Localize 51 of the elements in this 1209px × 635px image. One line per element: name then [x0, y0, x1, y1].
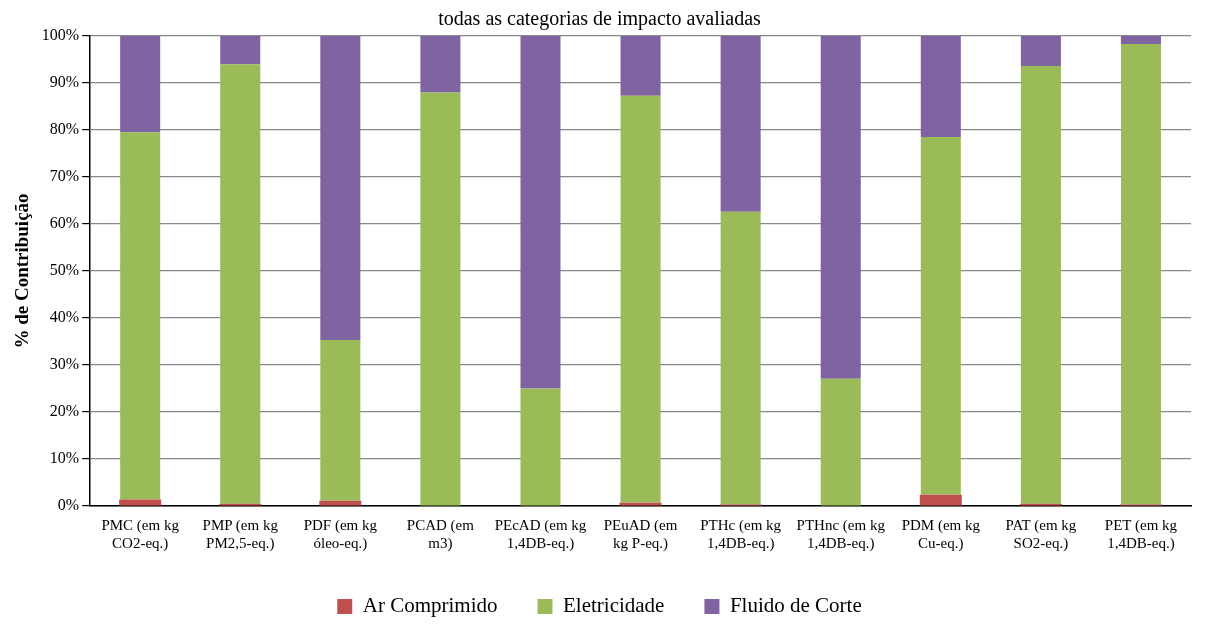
bar — [919, 494, 962, 506]
bar — [920, 137, 961, 495]
x-tick-label: PEuAD (em kg P-eq.) — [603, 516, 678, 552]
y-tick-label: 60% — [49, 214, 80, 232]
bar — [420, 92, 461, 506]
bar — [720, 211, 761, 505]
bar — [1120, 43, 1161, 505]
y-tick-label: 80% — [49, 120, 80, 138]
bar — [1120, 36, 1161, 44]
bar — [119, 499, 162, 506]
bar — [220, 64, 261, 504]
y-tick-label: 50% — [49, 261, 80, 279]
bar — [820, 36, 861, 379]
bar — [620, 36, 661, 96]
x-tick-label: PMP (em kg PM2,5-eq.) — [202, 516, 279, 552]
chart-title: todas as categorias de impacto avaliadas — [438, 7, 762, 31]
x-tick-label: PTHc (em kg 1,4DB-eq.) — [700, 516, 782, 552]
bar — [620, 95, 661, 503]
legend-label: Ar Comprimido — [362, 593, 498, 618]
bar — [120, 36, 161, 133]
bar — [120, 132, 161, 500]
bar — [1020, 66, 1061, 504]
x-tick-label: PDF (em kg óleo-eq.) — [303, 516, 378, 552]
legend-label: Eletricidade — [562, 593, 665, 618]
bar — [1020, 36, 1061, 67]
y-tick-label: 20% — [49, 402, 80, 420]
x-tick-label: PEcAD (em kg 1,4DB-eq.) — [494, 516, 587, 552]
bar — [520, 388, 561, 506]
y-tick-label: 40% — [49, 308, 80, 326]
y-tick-label: 30% — [49, 355, 80, 373]
bar — [520, 36, 561, 389]
bar — [820, 378, 861, 506]
y-tick-label: 70% — [49, 167, 80, 185]
y-tick-label: 0% — [57, 496, 80, 514]
x-tick-label: PCAD (em m3) — [406, 516, 475, 552]
y-tick-label: 90% — [49, 73, 80, 91]
bar — [720, 36, 761, 212]
x-tick-label: PDM (em kg Cu-eq.) — [901, 516, 981, 552]
bar — [420, 36, 461, 93]
y-axis-title: % de Contribuição — [11, 193, 33, 349]
legend-label: Fluido de Corte — [729, 593, 862, 618]
x-tick-label: PTHnc (em kg 1,4DB-eq.) — [796, 516, 886, 552]
x-tick-label: PET (em kg 1,4DB-eq.) — [1104, 516, 1178, 552]
bar — [320, 340, 361, 501]
bar — [220, 36, 261, 65]
bar — [320, 36, 361, 341]
y-tick-label: 10% — [49, 449, 80, 467]
x-tick-label: PMC (em kg CO2-eq.) — [101, 516, 180, 552]
x-tick-label: PAT (em kg SO2-eq.) — [1005, 516, 1077, 552]
bar — [920, 36, 961, 138]
y-tick-label: 100% — [41, 26, 80, 44]
